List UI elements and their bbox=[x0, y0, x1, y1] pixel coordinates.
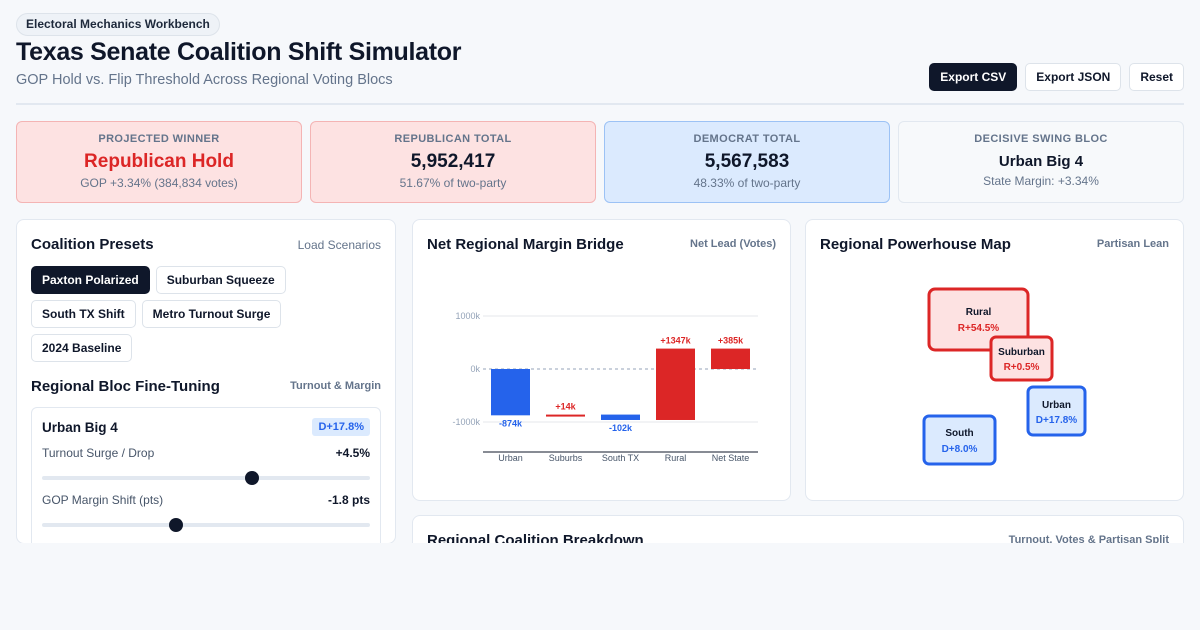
x-tick-label: South TX bbox=[602, 453, 639, 463]
bloc-name: Urban Big 4 bbox=[42, 420, 118, 435]
region-name: Urban bbox=[1042, 400, 1071, 411]
bloc-lean-badge: D+17.8% bbox=[312, 418, 370, 436]
export-json-button[interactable]: Export JSON bbox=[1025, 63, 1122, 91]
panel-title: Regional Powerhouse Map bbox=[820, 236, 1011, 253]
kpi-value: Urban Big 4 bbox=[998, 153, 1084, 170]
y-tick-label: 1000k bbox=[455, 311, 480, 321]
reset-button[interactable]: Reset bbox=[1129, 63, 1184, 91]
turnout-slider[interactable] bbox=[42, 471, 370, 485]
bar-net-state bbox=[711, 348, 750, 369]
page-subtitle: GOP Hold vs. Flip Threshold Across Regio… bbox=[16, 72, 393, 88]
kpi-sub: GOP +3.34% (384,834 votes) bbox=[80, 176, 238, 190]
powerhouse-map-panel: Regional Powerhouse Map Partisan Lean Ru… bbox=[805, 219, 1184, 501]
x-tick-label: Net State bbox=[712, 453, 750, 463]
kpi-projected-winner: PROJECTED WINNER Republican Hold GOP +3.… bbox=[16, 121, 302, 203]
export-csv-button[interactable]: Export CSV bbox=[929, 63, 1018, 91]
preset-metro-turnout-surge[interactable]: Metro Turnout Surge bbox=[141, 300, 282, 328]
region-lean: R+0.5% bbox=[1004, 362, 1040, 373]
kpi-sub: 48.33% of two-party bbox=[693, 176, 801, 190]
bar-suburbs bbox=[546, 414, 585, 417]
kpi-republican-total: REPUBLICAN TOTAL 5,952,417 51.67% of two… bbox=[310, 121, 596, 203]
bar-urban bbox=[491, 369, 530, 416]
y-tick-label: 0k bbox=[470, 364, 480, 374]
bar-south-tx bbox=[601, 414, 640, 420]
data-label: +1347k bbox=[660, 336, 691, 346]
region-name: Suburban bbox=[998, 347, 1045, 358]
x-tick-label: Suburbs bbox=[549, 453, 583, 463]
margin-shift-slider-thumb[interactable] bbox=[169, 518, 184, 532]
kpi-label: DEMOCRAT TOTAL bbox=[693, 133, 801, 145]
kpi-label: DECISIVE SWING BLOC bbox=[974, 133, 1108, 145]
region-rural[interactable]: Rural R+54.5% bbox=[927, 287, 1030, 352]
tuning-meta: Turnout & Margin bbox=[290, 380, 381, 392]
y-tick-label: -1000k bbox=[452, 417, 480, 427]
header-actions: Export CSV Export JSON Reset bbox=[929, 63, 1184, 91]
region-lean: R+54.5% bbox=[958, 323, 1000, 334]
kpi-sub: 51.67% of two-party bbox=[399, 176, 507, 190]
panel-title: Coalition Presets bbox=[31, 236, 154, 253]
panel-meta: Partisan Lean bbox=[1096, 238, 1169, 250]
region-suburban[interactable]: Suburban R+0.5% bbox=[989, 335, 1054, 382]
page-title: Texas Senate Coalition Shift Simulator bbox=[16, 38, 462, 66]
margin-bridge-chart: 1000k 0k -1000k -874k Urban +14k Suburbs -102k S… bbox=[452, 311, 758, 463]
page-bottom-background bbox=[0, 543, 1200, 630]
region-lean: D+17.8% bbox=[1036, 415, 1078, 426]
load-scenarios-link[interactable]: Load Scenarios bbox=[297, 238, 381, 252]
x-tick-label: Rural bbox=[665, 453, 687, 463]
region-urban[interactable]: Urban D+17.8% bbox=[1026, 385, 1087, 437]
data-label: -102k bbox=[609, 423, 633, 433]
data-label: +385k bbox=[718, 336, 744, 346]
preset-suburban-squeeze[interactable]: Suburban Squeeze bbox=[155, 266, 286, 294]
workbench-tag: Electoral Mechanics Workbench bbox=[16, 13, 220, 36]
kpi-value: 5,567,583 bbox=[704, 151, 790, 172]
preset-south-tx-shift[interactable]: South TX Shift bbox=[31, 300, 136, 328]
margin-shift-slider[interactable] bbox=[42, 518, 370, 532]
region-south[interactable]: South D+8.0% bbox=[922, 414, 997, 466]
preset-2024-baseline[interactable]: 2024 Baseline bbox=[31, 334, 133, 362]
kpi-label: PROJECTED WINNER bbox=[98, 133, 220, 145]
region-lean: D+8.0% bbox=[942, 444, 978, 455]
tuning-title: Regional Bloc Fine-Tuning bbox=[31, 378, 220, 395]
margin-shift-value: -1.8 pts bbox=[327, 493, 370, 507]
header-divider bbox=[16, 103, 1184, 105]
margin-shift-label: GOP Margin Shift (pts) bbox=[42, 493, 164, 507]
region-name: South bbox=[945, 428, 973, 439]
preset-list: Paxton Polarized Suburban Squeeze South … bbox=[31, 266, 381, 362]
kpi-sub: State Margin: +3.34% bbox=[983, 174, 1099, 188]
kpi-value: 5,952,417 bbox=[410, 151, 496, 172]
powerhouse-map: Rural R+54.5% Suburban R+0.5% Urban D+17… bbox=[922, 287, 1087, 466]
bloc-card-urban: Urban Big 4 D+17.8% Turnout Surge / Drop… bbox=[31, 407, 381, 543]
coalition-presets-panel: Coalition Presets Load Scenarios Paxton … bbox=[16, 219, 396, 544]
panel-meta: Net Lead (Votes) bbox=[690, 238, 776, 250]
kpi-decisive-swing-bloc: DECISIVE SWING BLOC Urban Big 4 State Ma… bbox=[898, 121, 1184, 203]
turnout-label: Turnout Surge / Drop bbox=[42, 446, 155, 460]
margin-bridge-panel: Net Regional Margin Bridge Net Lead (Vot… bbox=[412, 219, 791, 501]
kpi-label: REPUBLICAN TOTAL bbox=[394, 133, 512, 145]
preset-paxton-polarized[interactable]: Paxton Polarized bbox=[31, 266, 150, 294]
panel-title: Net Regional Margin Bridge bbox=[427, 236, 624, 253]
region-name: Rural bbox=[966, 307, 992, 318]
turnout-slider-thumb[interactable] bbox=[244, 471, 259, 485]
bar-rural bbox=[656, 348, 695, 420]
data-label: -874k bbox=[499, 418, 523, 428]
x-tick-label: Urban bbox=[498, 453, 523, 463]
turnout-value: +4.5% bbox=[335, 446, 370, 460]
data-label: +14k bbox=[555, 402, 576, 412]
kpi-value: Republican Hold bbox=[84, 151, 234, 172]
kpi-democrat-total: DEMOCRAT TOTAL 5,567,583 48.33% of two-p… bbox=[604, 121, 890, 203]
